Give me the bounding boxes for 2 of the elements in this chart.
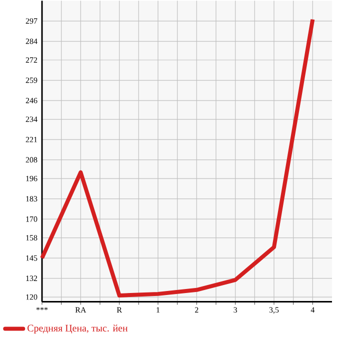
line-series xyxy=(40,18,315,298)
legend-label: Средняя Цена, тыс. йен xyxy=(28,324,128,334)
